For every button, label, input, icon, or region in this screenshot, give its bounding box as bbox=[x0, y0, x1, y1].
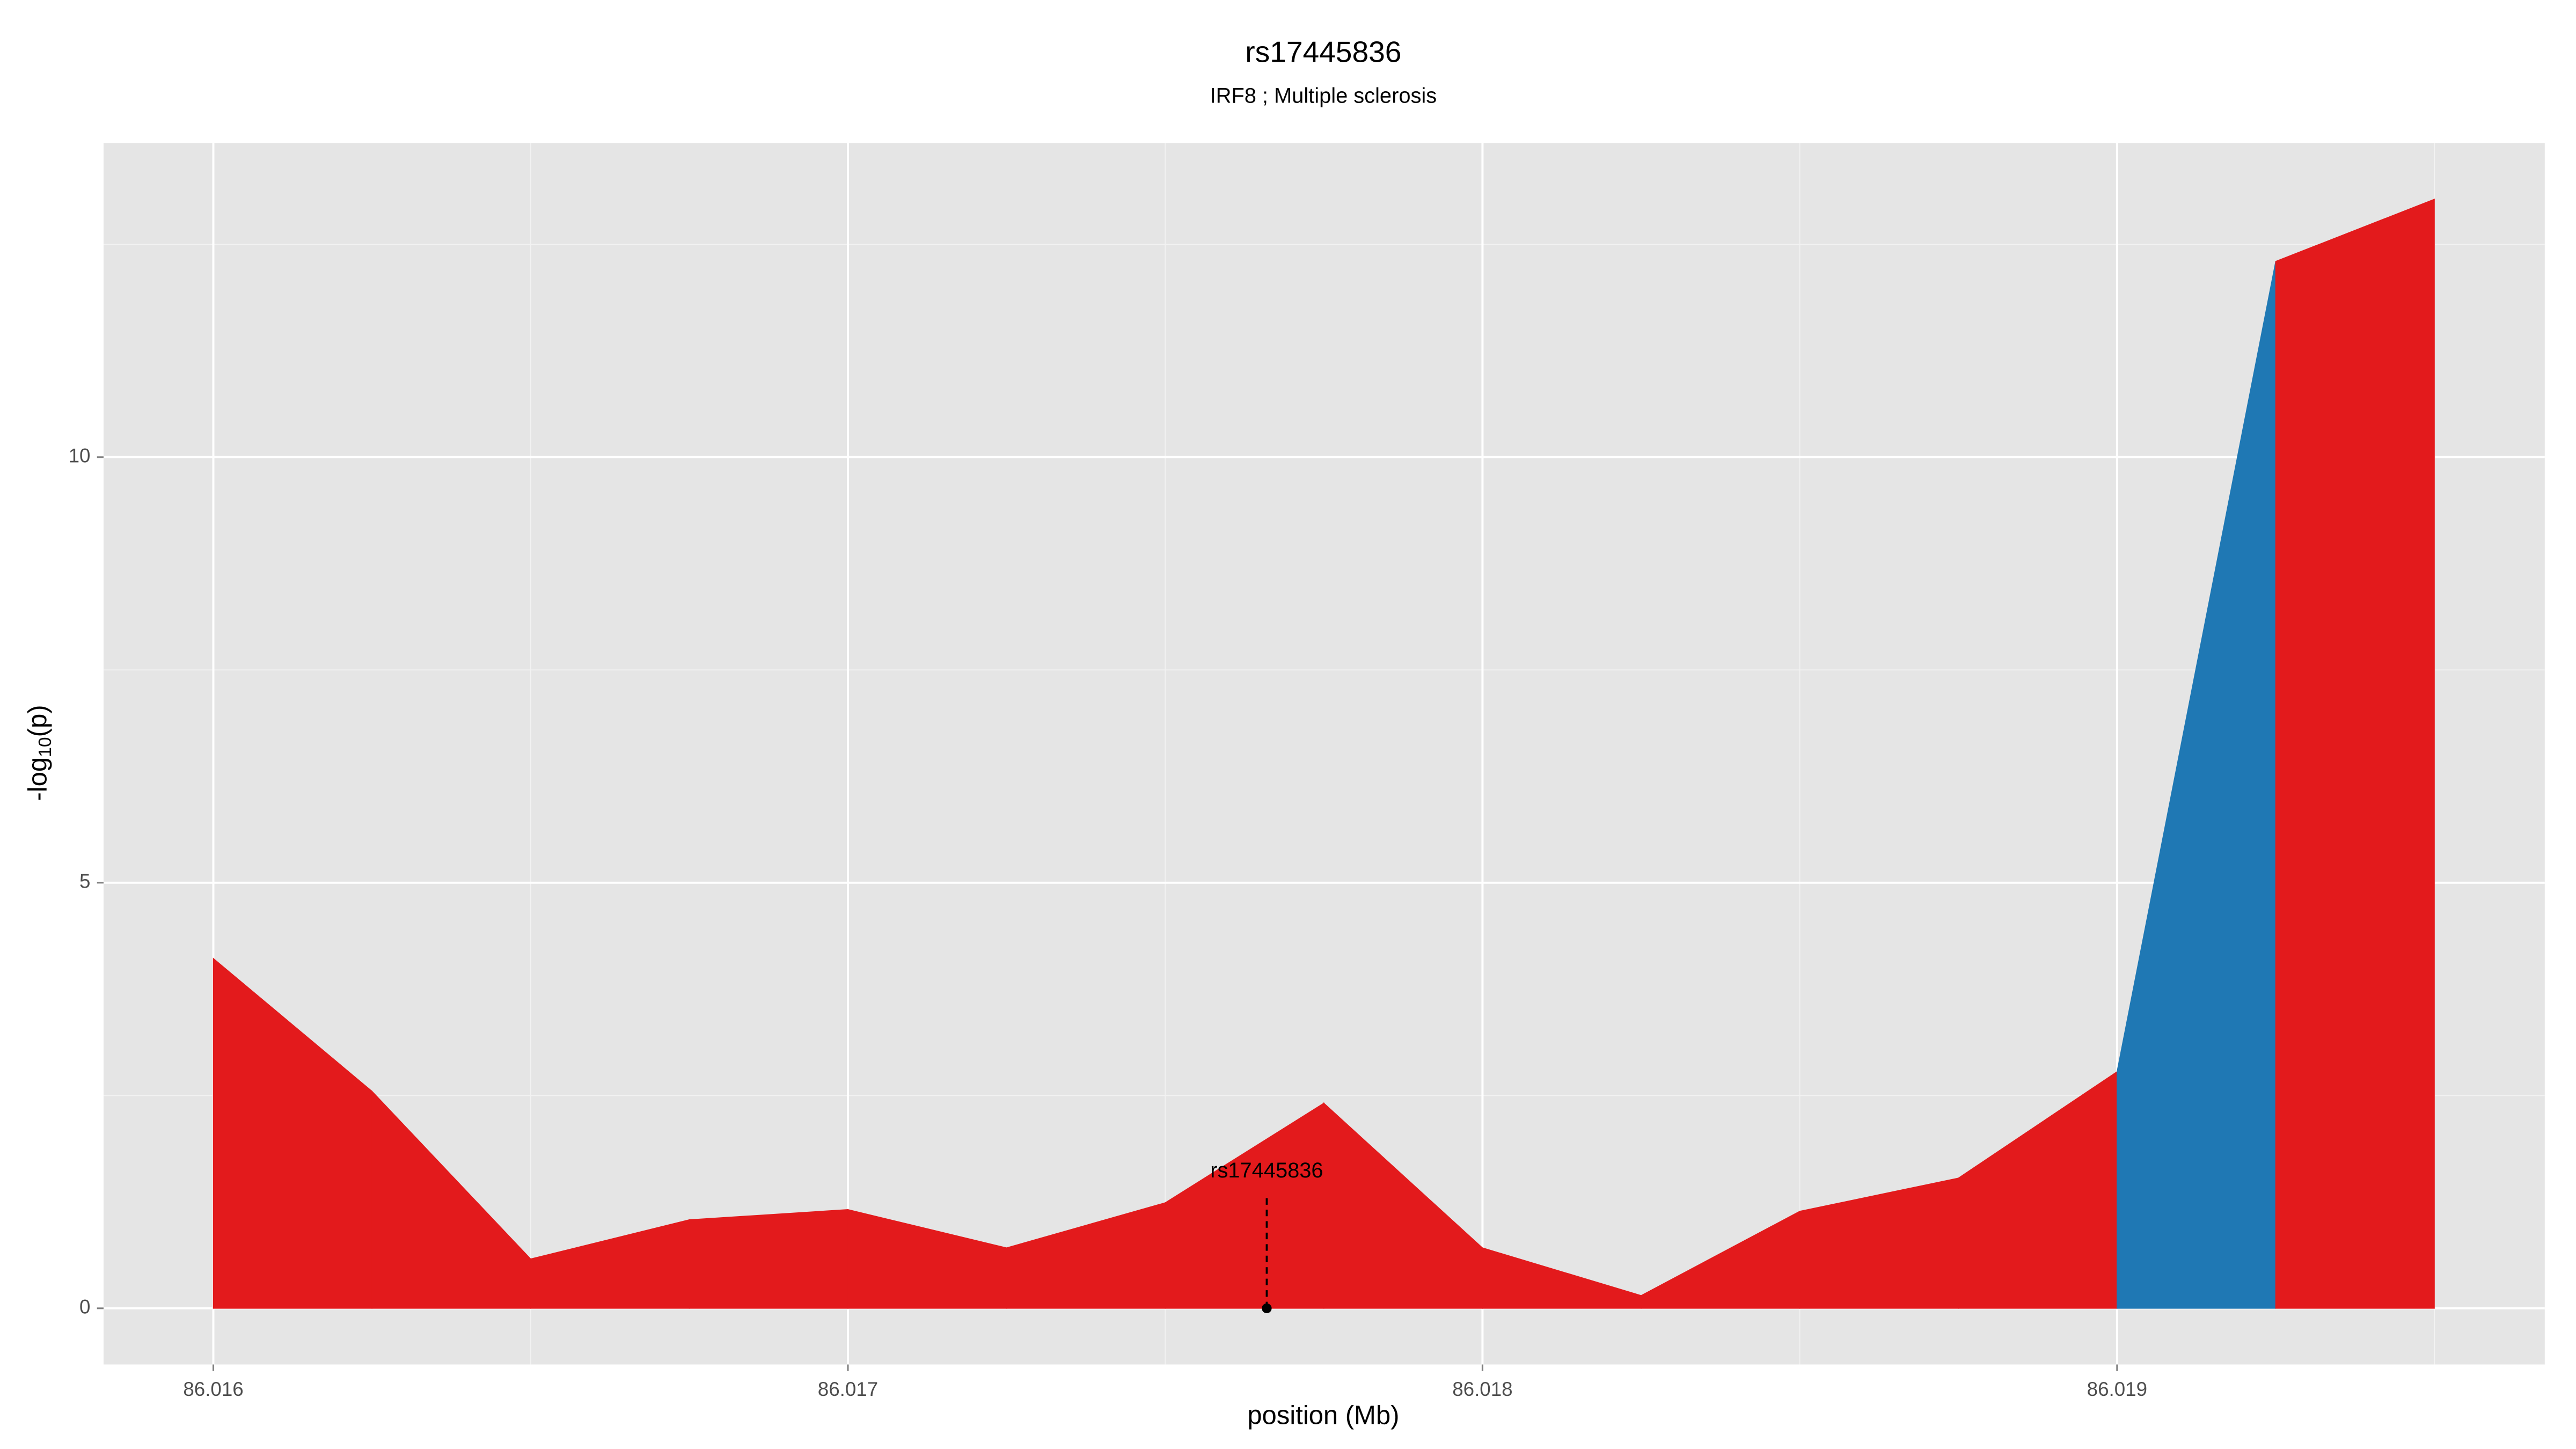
y-axis-title-part: -log bbox=[23, 757, 52, 801]
annotation-label: rs17445836 bbox=[1210, 1159, 1323, 1182]
y-tick-label: 5 bbox=[79, 870, 90, 892]
annotation-point bbox=[1262, 1303, 1272, 1314]
y-axis-title-part: (p) bbox=[23, 705, 52, 737]
x-axis-title: position (Mb) bbox=[1247, 1401, 1399, 1430]
marks: rs17445836 bbox=[213, 199, 2435, 1314]
x-tick-label: 86.016 bbox=[183, 1378, 243, 1400]
chart-title: rs17445836 bbox=[1245, 35, 1401, 69]
x-tick-label: 86.019 bbox=[2087, 1378, 2147, 1400]
y-axis-title: -log10(p) bbox=[23, 705, 55, 801]
axes: 86.016 86.017 86.018 86.019 0 5 10 bbox=[69, 444, 2147, 1400]
y-axis-title-sub: 10 bbox=[35, 737, 55, 757]
x-tick-label: 86.017 bbox=[818, 1378, 878, 1400]
y-tick-label: 10 bbox=[69, 444, 91, 466]
y-tick-label: 0 bbox=[79, 1296, 90, 1318]
area-segment bbox=[689, 1209, 848, 1309]
x-tick-label: 86.018 bbox=[1452, 1378, 1512, 1400]
chart-subtitle: IRF8 ; Multiple sclerosis bbox=[1210, 84, 1437, 107]
area-segment bbox=[2275, 199, 2435, 1309]
